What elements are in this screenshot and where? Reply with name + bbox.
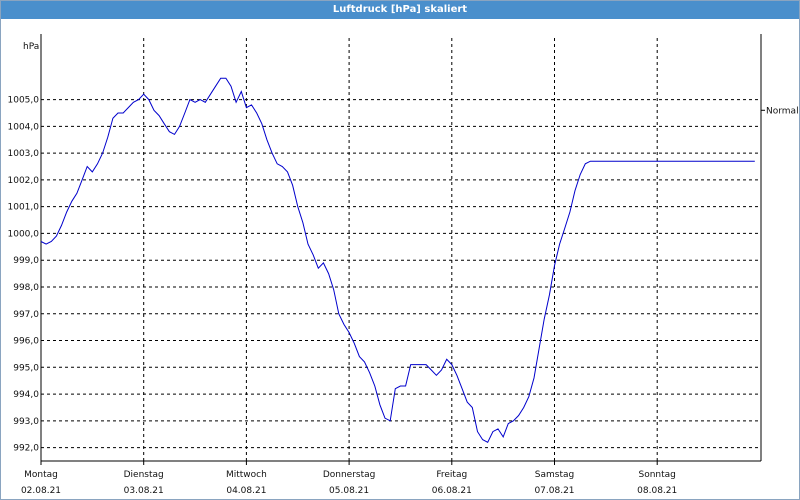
x-tick-date-label: 04.08.21 [226, 486, 266, 496]
pressure-series-line [40, 77, 755, 443]
chart-title: Luftdruck [hPa] skaliert [1, 1, 799, 19]
axes [40, 34, 765, 465]
y-tick-label: 992,0 [13, 444, 39, 454]
x-tick-date-label: 08.08.21 [637, 486, 677, 496]
series-area [40, 77, 755, 443]
grid [41, 38, 762, 461]
y-axis-label: hPa [23, 42, 39, 52]
y-tick-label: 1002,0 [8, 176, 40, 186]
x-tick-date-label: 07.08.21 [534, 486, 574, 496]
x-tick-date-label: 05.08.21 [329, 486, 369, 496]
y-tick-label: 997,0 [13, 310, 39, 320]
x-tick-date-label: 03.08.21 [124, 486, 164, 496]
y-tick-label: 1004,0 [8, 122, 40, 132]
x-tick-day-label: Dienstag [124, 470, 164, 480]
x-tick-day-label: Donnerstag [323, 470, 376, 480]
y-tick-label: 998,0 [13, 283, 39, 293]
y-tick-label: 1005,0 [8, 96, 40, 106]
y-tick-label: 993,0 [13, 417, 39, 427]
y-tick-label: 995,0 [13, 363, 39, 373]
x-tick-day-label: Mittwoch [226, 470, 267, 480]
y-tick-label: 1000,0 [8, 229, 40, 239]
x-tick-day-label: Samstag [535, 470, 574, 480]
x-tick-day-label: Montag [24, 470, 58, 480]
x-tick-date-label: 02.08.21 [21, 486, 61, 496]
y-tick-label: 996,0 [13, 337, 39, 347]
y-tick-label: 994,0 [13, 390, 39, 400]
x-tick-day-label: Sonntag [639, 470, 676, 480]
reference-label: Normal [766, 106, 799, 116]
labels: 992,0 993,0 994,0 995,0 996,0 997,0 998,0 999,0… [8, 42, 799, 496]
y-tick-label: 1003,0 [8, 149, 40, 159]
x-tick-day-label: Freitag [436, 470, 467, 480]
y-tick-label: 999,0 [13, 256, 39, 266]
y-tick-label: 1001,0 [8, 203, 40, 213]
x-tick-date-label: 06.08.21 [432, 486, 472, 496]
